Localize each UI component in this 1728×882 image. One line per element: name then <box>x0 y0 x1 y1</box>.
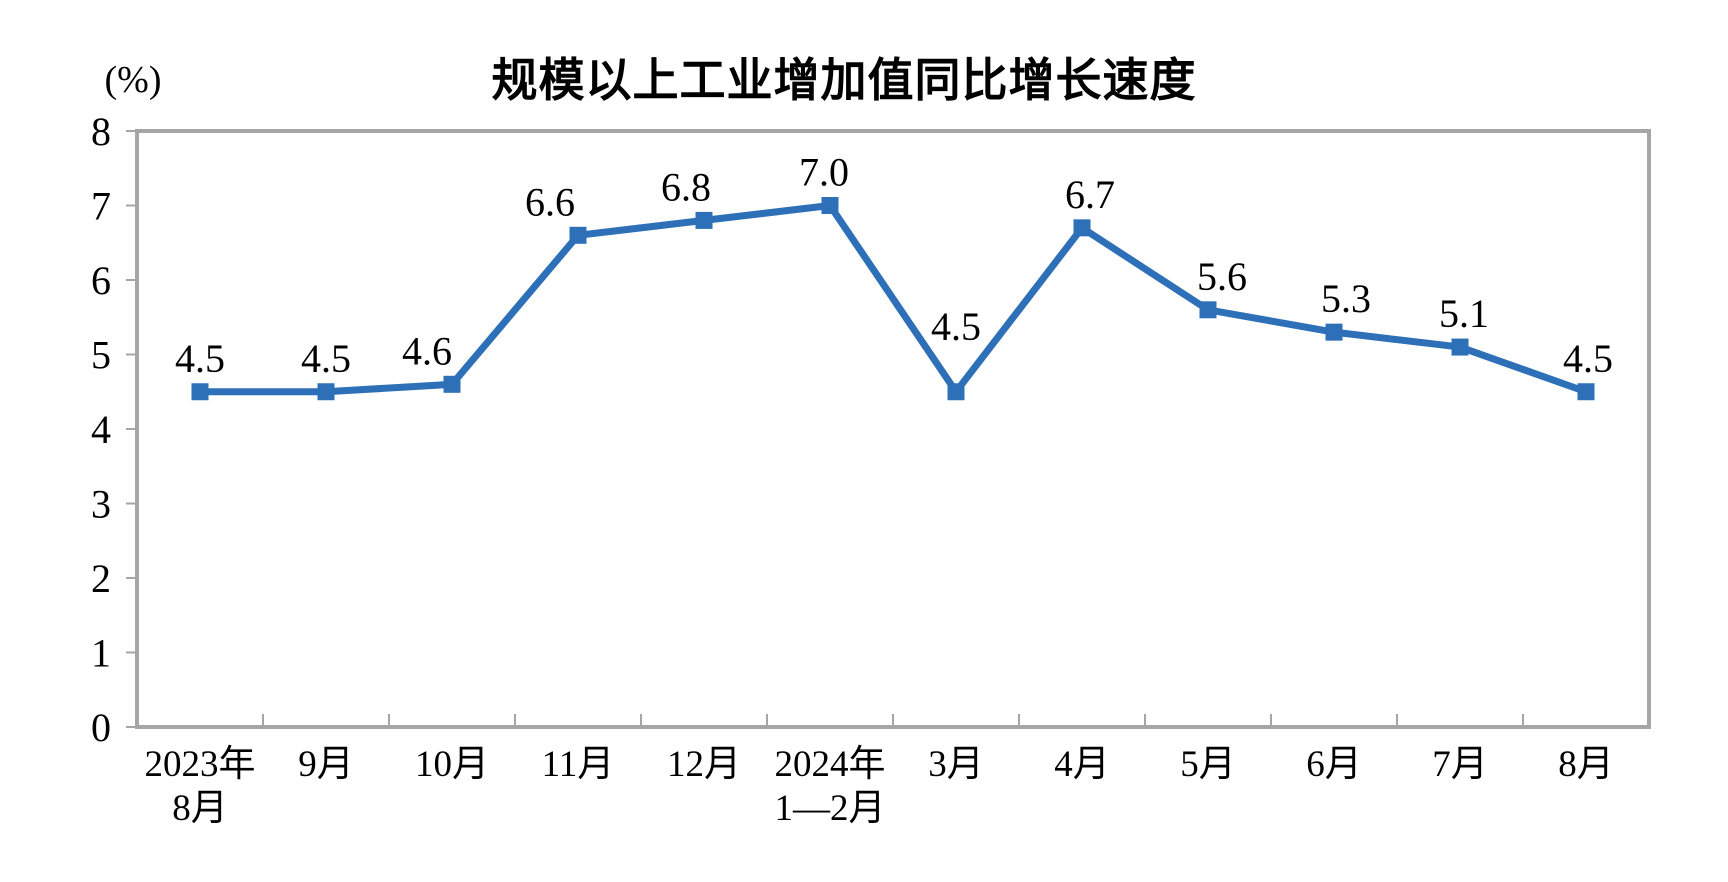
data-point-marker <box>695 211 713 229</box>
y-axis-tick-label: 4 <box>91 407 111 452</box>
x-axis-label: 5月 <box>1180 744 1236 785</box>
plot-border <box>135 129 1651 729</box>
data-point-label: 5.3 <box>1321 276 1371 321</box>
data-point-label: 5.6 <box>1197 254 1247 299</box>
y-axis-tick-label: 5 <box>91 333 111 378</box>
data-point-label: 4.5 <box>301 336 351 381</box>
y-axis-tick-label: 0 <box>91 705 111 750</box>
data-point-marker <box>1325 323 1343 341</box>
data-point-label: 4.6 <box>402 328 452 373</box>
y-axis-tick-label: 1 <box>91 631 111 676</box>
series-line <box>200 201 1588 398</box>
x-axis-label: 3月 <box>928 744 984 785</box>
data-point-label: 7.0 <box>799 150 849 195</box>
data-point-marker <box>569 226 587 244</box>
data-point-marker <box>947 383 965 401</box>
x-axis-label: 11月 <box>542 744 615 785</box>
x-axis-label: 6月 <box>1306 744 1362 785</box>
data-point-label: 5.1 <box>1439 291 1489 336</box>
y-axis-tick-label: 6 <box>91 258 111 303</box>
y-axis-tick-label: 8 <box>91 109 111 154</box>
y-axis-tick-label: 3 <box>91 482 111 527</box>
data-point-label: 4.5 <box>931 304 981 349</box>
data-point-marker <box>1451 338 1469 356</box>
data-point-label: 4.5 <box>1563 336 1613 381</box>
y-axis-unit-label: (%) <box>104 59 162 101</box>
chart-title: 规模以上工业增加值同比增长速度 <box>491 54 1197 106</box>
y-axis-tick-label: 7 <box>91 184 111 229</box>
data-point-marker <box>821 197 839 214</box>
y-axis-tick-label: 2 <box>91 556 111 601</box>
data-point-label: 6.8 <box>661 164 711 209</box>
data-point-marker <box>443 375 461 393</box>
data-point-marker <box>317 383 335 401</box>
x-axis-label: 9月 <box>298 744 354 785</box>
data-point-label: 4.5 <box>175 336 225 381</box>
x-axis-label: 8月 <box>1558 744 1614 785</box>
x-axis-label: 10月 <box>415 744 489 785</box>
x-axis-label: 2023年 <box>145 743 256 785</box>
x-axis-label: 7月 <box>1432 744 1488 785</box>
x-axis-label: 2024年 <box>775 743 886 785</box>
x-axis-label: 12月 <box>667 744 741 785</box>
x-axis-label: 1—2月 <box>775 788 886 829</box>
data-point-marker <box>1199 301 1217 319</box>
data-point-marker <box>191 383 209 401</box>
data-point-marker <box>1073 219 1091 237</box>
data-point-label: 6.6 <box>525 179 575 224</box>
x-axis-label: 4月 <box>1054 744 1110 785</box>
data-point-marker <box>1577 383 1595 401</box>
x-axis-label: 8月 <box>172 788 228 829</box>
data-point-label: 6.7 <box>1065 172 1115 217</box>
